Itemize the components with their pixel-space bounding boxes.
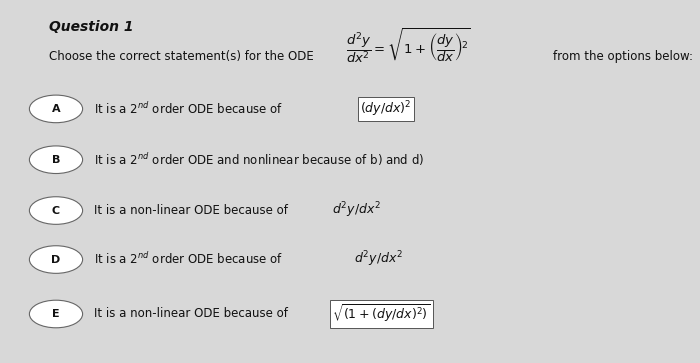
Text: Choose the correct statement(s) for the ODE: Choose the correct statement(s) for the … [49,50,314,63]
Text: C: C [52,205,60,216]
Text: It is a 2$^{nd}$ order ODE and nonlinear because of b) and d): It is a 2$^{nd}$ order ODE and nonlinear… [94,151,425,168]
Text: from the options below:: from the options below: [553,50,693,63]
Circle shape [29,197,83,224]
Text: $(dy/dx)^2$: $(dy/dx)^2$ [360,99,412,119]
Circle shape [29,95,83,123]
Circle shape [29,146,83,174]
Text: B: B [52,155,60,165]
Text: It is a 2$^{nd}$ order ODE because of: It is a 2$^{nd}$ order ODE because of [94,252,284,268]
Text: E: E [52,309,60,319]
Text: $d^2y/dx^2$: $d^2y/dx^2$ [332,201,382,220]
Text: It is a non-linear ODE because of: It is a non-linear ODE because of [94,204,292,217]
Text: $d^2y/dx^2$: $d^2y/dx^2$ [354,250,402,269]
Circle shape [29,246,83,273]
Text: D: D [51,254,61,265]
Circle shape [29,300,83,328]
Text: A: A [52,104,60,114]
Text: $\dfrac{d^2y}{dx^2}=\sqrt{1+\left(\dfrac{dy}{dx}\right)^{\!2}}$: $\dfrac{d^2y}{dx^2}=\sqrt{1+\left(\dfrac… [346,26,472,65]
Text: $\sqrt{(1+(dy/dx)^{2})}$: $\sqrt{(1+(dy/dx)^{2})}$ [332,303,431,325]
Text: It is a non-linear ODE because of: It is a non-linear ODE because of [94,307,292,321]
Text: Question 1: Question 1 [49,20,134,34]
Text: It is a 2$^{nd}$ order ODE because of: It is a 2$^{nd}$ order ODE because of [94,101,284,117]
